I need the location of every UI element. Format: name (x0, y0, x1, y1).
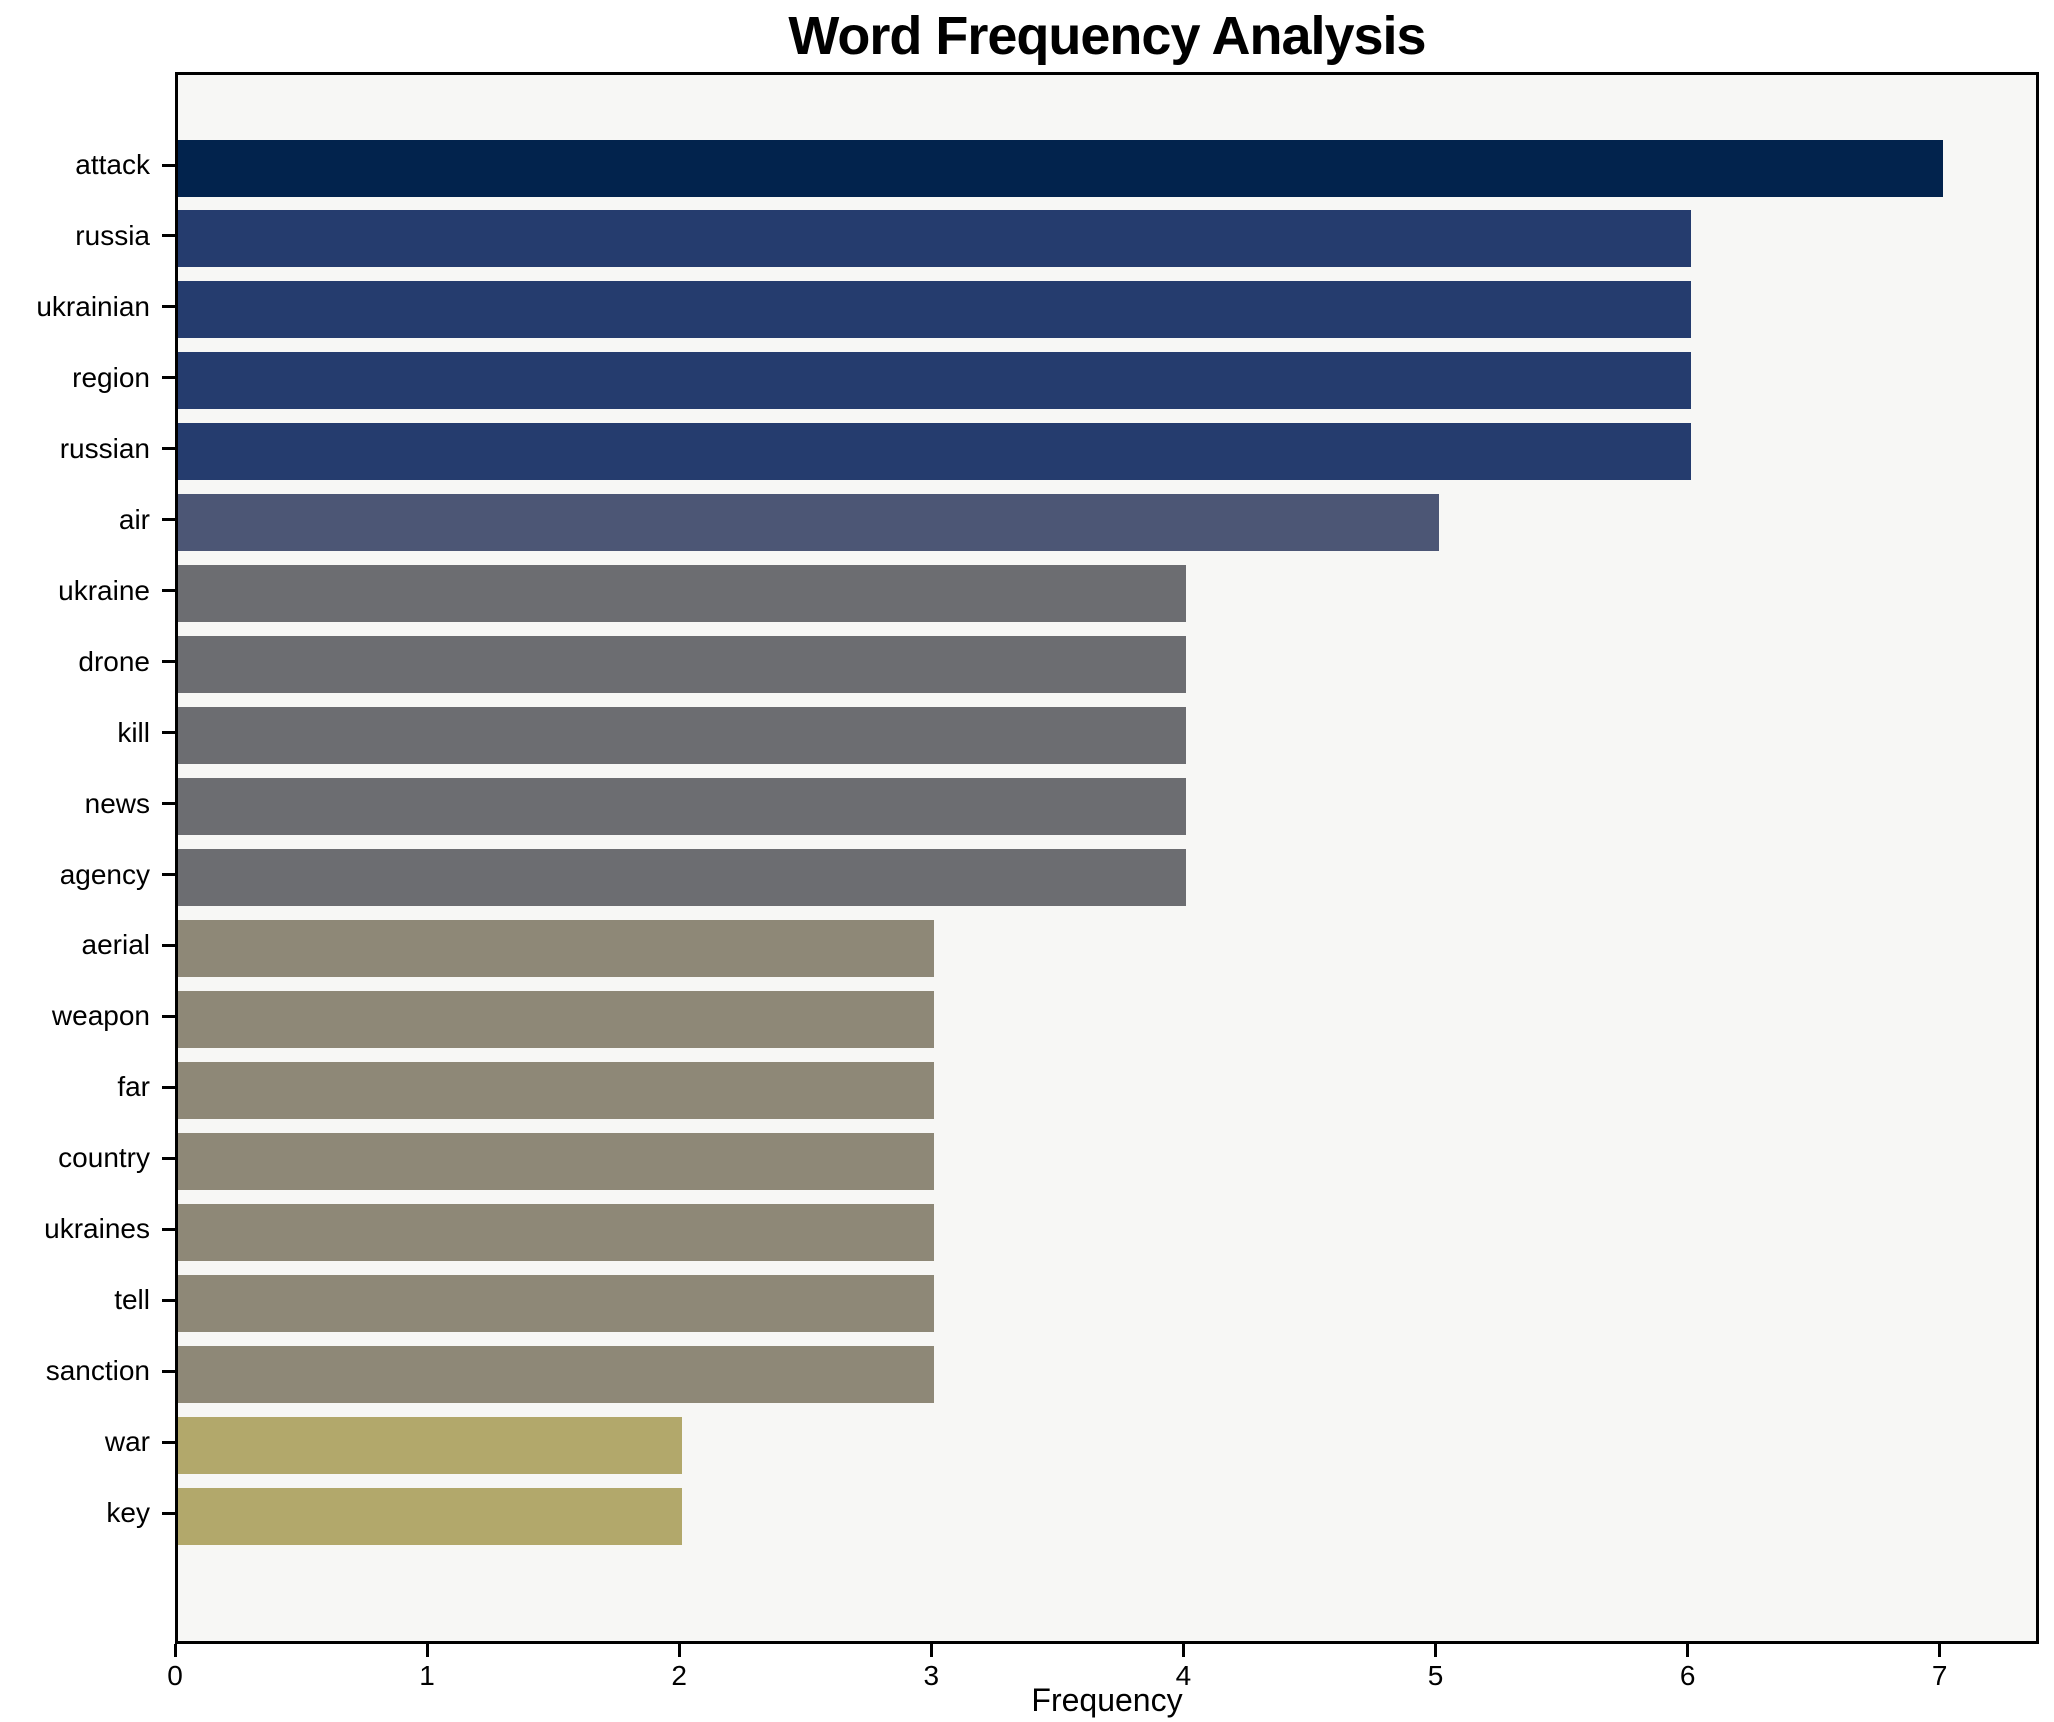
x-tick-label-5: 5 (1427, 1660, 1444, 1691)
y-tick-mark (162, 376, 175, 380)
bar-tell (178, 1274, 935, 1332)
x-tick-label-7: 7 (1931, 1660, 1948, 1691)
chart-title: Word Frequency Analysis (788, 6, 1426, 66)
x-tick-mark (1181, 1644, 1185, 1657)
y-tick-label-ukrainian: ukrainian (36, 290, 150, 322)
y-tick-mark (162, 873, 175, 876)
x-tick-mark (929, 1644, 933, 1657)
y-tick-label-key: key (106, 1497, 150, 1529)
x-tick-mark (173, 1644, 177, 1657)
x-tick-label-6: 6 (1679, 1660, 1696, 1691)
y-tick-label-air: air (118, 503, 150, 535)
bar-sanction (178, 1345, 935, 1403)
y-tick-label-ukraines: ukraines (44, 1213, 150, 1245)
x-tick-label-1: 1 (419, 1660, 435, 1691)
y-tick-label-agency: agency (59, 858, 150, 890)
x-tick-label-2: 2 (671, 1660, 687, 1691)
y-tick-mark (162, 1227, 175, 1231)
x-tick-label-0: 0 (167, 1660, 183, 1691)
y-tick-mark (162, 731, 175, 735)
bar-kill (178, 707, 1187, 765)
y-tick-label-country: country (58, 1142, 150, 1174)
y-tick-label-weapon: weapon (51, 1000, 150, 1032)
bar-aerial (178, 919, 935, 977)
y-tick-mark (162, 447, 175, 451)
y-tick-label-news: news (84, 787, 150, 819)
y-tick-label-attack: attack (75, 149, 150, 180)
y-tick-mark (162, 1369, 175, 1373)
y-tick-label-war: war (104, 1426, 150, 1458)
bar-air (178, 494, 1439, 552)
y-tick-label-sanction: sanction (45, 1355, 150, 1387)
x-tick-label-4: 4 (1175, 1660, 1192, 1691)
y-tick-label-tell: tell (114, 1284, 150, 1316)
plot-area (175, 72, 2039, 1644)
x-tick-mark (1938, 1644, 1942, 1657)
y-tick-label-russian: russian (59, 432, 150, 464)
x-tick-mark (425, 1644, 429, 1657)
bar-war (178, 1416, 683, 1474)
bar-region (178, 352, 1691, 410)
bar-ukraine (178, 565, 1187, 623)
y-tick-label-far: far (117, 1071, 150, 1103)
bar-attack (178, 139, 1943, 197)
y-tick-label-region: region (72, 361, 150, 393)
y-tick-mark (162, 589, 175, 593)
y-tick-mark (162, 660, 175, 664)
bar-russian (178, 423, 1691, 481)
bar-country (178, 1132, 935, 1190)
y-tick-label-ukraine: ukraine (58, 574, 150, 606)
y-tick-mark (162, 234, 175, 238)
x-tick-label-3: 3 (923, 1660, 940, 1691)
y-tick-mark (162, 943, 175, 947)
bar-ukraines (178, 1203, 935, 1261)
y-tick-mark (162, 305, 175, 309)
bar-key (178, 1487, 683, 1545)
bar-drone (178, 636, 1187, 694)
x-tick-mark (1434, 1644, 1438, 1657)
bar-far (178, 1061, 935, 1119)
bar-news (178, 778, 1187, 836)
bar-russia (178, 210, 1691, 268)
x-tick-mark (1686, 1644, 1690, 1657)
y-tick-mark (162, 1440, 175, 1444)
y-tick-mark (162, 1085, 175, 1089)
y-tick-mark (162, 163, 175, 167)
y-tick-label-aerial: aerial (81, 929, 150, 961)
y-tick-mark (162, 1014, 175, 1018)
y-tick-mark (162, 518, 175, 522)
x-tick-mark (677, 1644, 681, 1657)
x-axis-label: Frequency (1031, 1682, 1183, 1718)
y-tick-label-drone: drone (78, 645, 150, 677)
y-tick-mark (162, 1511, 175, 1515)
bar-agency (178, 849, 1187, 906)
y-tick-mark (162, 1156, 175, 1160)
y-tick-label-russia: russia (75, 219, 150, 251)
y-tick-mark (162, 1298, 175, 1302)
y-tick-mark (162, 802, 175, 806)
bar-weapon (178, 990, 935, 1048)
bar-ukrainian (178, 281, 1691, 339)
y-tick-label-kill: kill (117, 716, 150, 748)
